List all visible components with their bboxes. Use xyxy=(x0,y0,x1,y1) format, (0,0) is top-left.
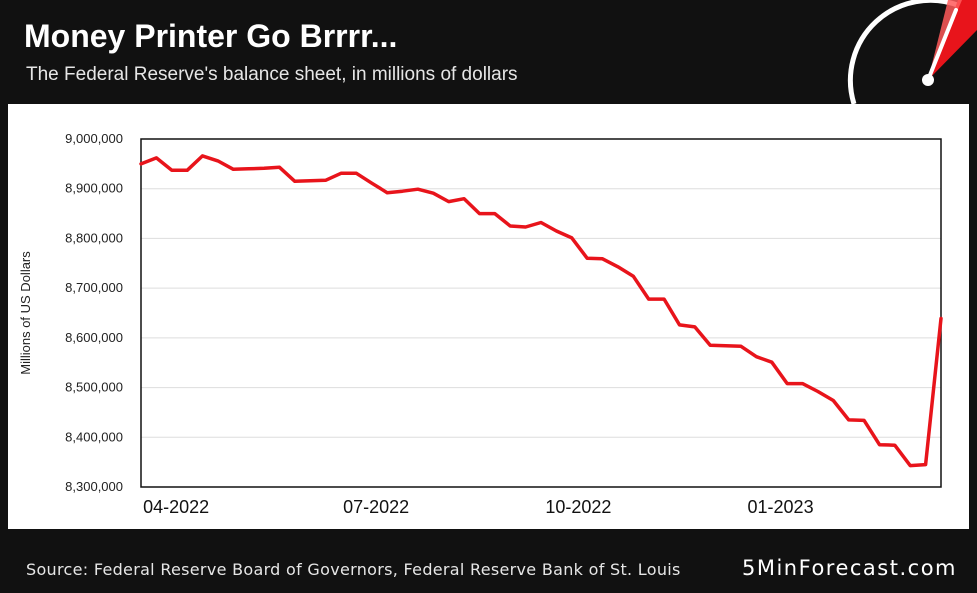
y-tick-label: 8,900,000 xyxy=(65,181,123,196)
chart-subtitle: The Federal Reserve's balance sheet, in … xyxy=(26,64,518,85)
y-tick-label: 8,400,000 xyxy=(65,429,123,444)
plot-border xyxy=(140,138,942,488)
x-tick-label: 07-2022 xyxy=(343,497,409,517)
y-tick-label: 8,700,000 xyxy=(65,280,123,295)
brand-link[interactable]: 5MinForecast.com xyxy=(741,556,957,580)
line-chart: 8,300,000 8,400,000 8,500,000 8,600,000 8,70… xyxy=(18,131,943,517)
chart-header: Money Printer Go Brrrr... The Federal Re… xyxy=(0,0,977,104)
y-tick-label: 8,500,000 xyxy=(65,380,123,395)
x-tick-label: 04-2022 xyxy=(143,497,209,517)
series-layer xyxy=(139,154,943,468)
chart-footer: Source: Federal Reserve Board of Governo… xyxy=(0,529,977,593)
grid-layer xyxy=(141,138,941,488)
chart-panel: 8,300,000 8,400,000 8,500,000 8,600,000 8,70… xyxy=(8,104,969,529)
y-axis-ticks: 8,300,000 8,400,000 8,500,000 8,600,000 8,70… xyxy=(65,131,123,494)
gauge-arc xyxy=(847,0,961,104)
y-tick-label: 8,800,000 xyxy=(65,230,123,245)
speedometer-gauge-icon xyxy=(847,0,977,104)
y-tick-label: 8,600,000 xyxy=(65,330,123,345)
y-axis-label: Millions of US Dollars xyxy=(18,251,33,375)
chart-title: Money Printer Go Brrrr... xyxy=(24,18,398,54)
y-tick-label: 8,300,000 xyxy=(65,479,123,494)
x-tick-label: 10-2022 xyxy=(545,497,611,517)
gauge-needle xyxy=(926,8,958,82)
x-tick-label: 01-2023 xyxy=(748,497,814,517)
gauge-red-zone xyxy=(928,0,977,80)
series-line xyxy=(139,154,943,468)
source-note: Source: Federal Reserve Board of Governo… xyxy=(26,560,681,579)
gauge-needle-hub xyxy=(922,74,934,86)
x-axis-ticks: 04-2022 07-2022 10-2022 01-2023 xyxy=(143,497,813,517)
y-tick-label: 9,000,000 xyxy=(65,131,123,146)
